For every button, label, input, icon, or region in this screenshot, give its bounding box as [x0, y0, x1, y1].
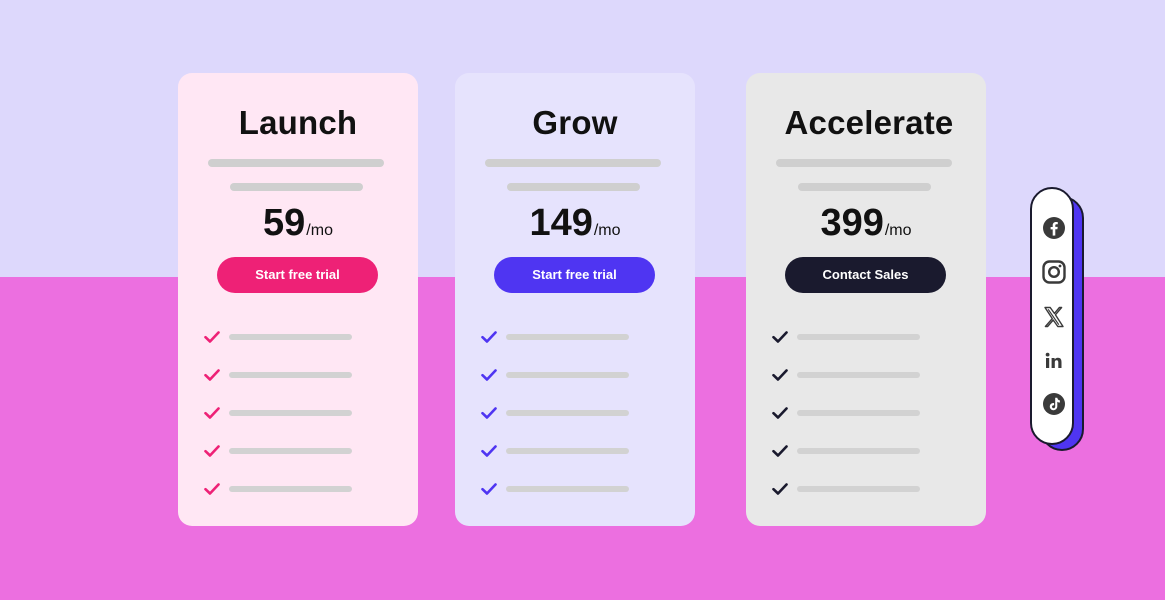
start-free-trial-button[interactable]: Start free trial [217, 257, 378, 293]
feature-placeholder-line [506, 486, 629, 492]
plan-card-grow: Grow 149/mo Start free trial [455, 73, 695, 526]
feature-item [772, 481, 922, 497]
feature-placeholder-line [506, 334, 629, 340]
price-amount: 149 [529, 202, 593, 244]
feature-placeholder-line [797, 334, 920, 340]
plan-name: Grow [532, 104, 618, 141]
checkmark-icon [772, 483, 788, 495]
feature-item [772, 367, 922, 383]
plan-price: 399/mo [746, 201, 986, 245]
checkmark-icon [772, 369, 788, 381]
plan-card-accelerate: Accelerate 399/mo Contact Sales [746, 73, 986, 526]
price-unit: /mo [884, 222, 912, 239]
price-amount: 399 [820, 202, 884, 244]
feature-item [481, 367, 631, 383]
checkmark-icon [772, 407, 788, 419]
facebook-icon[interactable] [1042, 216, 1066, 240]
plan-name: Launch [238, 104, 358, 141]
checkmark-icon [481, 407, 497, 419]
feature-placeholder-line [506, 448, 629, 454]
plan-price: 149/mo [455, 201, 695, 245]
feature-item [204, 481, 354, 497]
checkmark-icon [481, 331, 497, 343]
feature-placeholder-line [229, 372, 352, 378]
x-icon[interactable] [1042, 305, 1066, 329]
social-share-panel [1030, 187, 1074, 445]
feature-placeholder-line [229, 448, 352, 454]
checkmark-icon [772, 445, 788, 457]
feature-placeholder-line [229, 486, 352, 492]
plan-card-launch: Launch 59/mo Start free trial [178, 73, 418, 526]
description-placeholder-line [230, 183, 363, 191]
price-unit: /mo [593, 222, 621, 239]
feature-item [481, 481, 631, 497]
feature-placeholder-line [797, 372, 920, 378]
contact-sales-button[interactable]: Contact Sales [785, 257, 946, 293]
description-placeholder-line [798, 183, 931, 191]
description-placeholder-line [208, 159, 384, 167]
feature-placeholder-line [229, 410, 352, 416]
feature-item [481, 443, 631, 459]
checkmark-icon [481, 445, 497, 457]
plan-price: 59/mo [178, 201, 418, 245]
instagram-icon[interactable] [1042, 260, 1066, 284]
start-free-trial-button[interactable]: Start free trial [494, 257, 655, 293]
feature-placeholder-line [797, 410, 920, 416]
feature-placeholder-line [506, 372, 629, 378]
feature-item [772, 443, 922, 459]
feature-item [772, 405, 922, 421]
feature-item [481, 329, 631, 345]
checkmark-icon [204, 407, 220, 419]
tiktok-icon[interactable] [1042, 392, 1066, 416]
linkedin-icon[interactable] [1042, 349, 1066, 373]
description-placeholder-line [485, 159, 661, 167]
checkmark-icon [204, 369, 220, 381]
feature-placeholder-line [229, 334, 352, 340]
feature-item [204, 329, 354, 345]
feature-placeholder-line [797, 448, 920, 454]
plan-name: Accelerate [784, 104, 954, 141]
description-placeholder-line [507, 183, 640, 191]
description-placeholder-line [776, 159, 952, 167]
feature-placeholder-line [797, 486, 920, 492]
feature-item [204, 405, 354, 421]
checkmark-icon [481, 369, 497, 381]
price-amount: 59 [263, 202, 306, 244]
feature-item [204, 367, 354, 383]
checkmark-icon [204, 331, 220, 343]
checkmark-icon [772, 331, 788, 343]
checkmark-icon [204, 445, 220, 457]
price-unit: /mo [306, 222, 333, 239]
feature-placeholder-line [506, 410, 629, 416]
checkmark-icon [204, 483, 220, 495]
feature-item [204, 443, 354, 459]
checkmark-icon [481, 483, 497, 495]
feature-item [772, 329, 922, 345]
feature-item [481, 405, 631, 421]
